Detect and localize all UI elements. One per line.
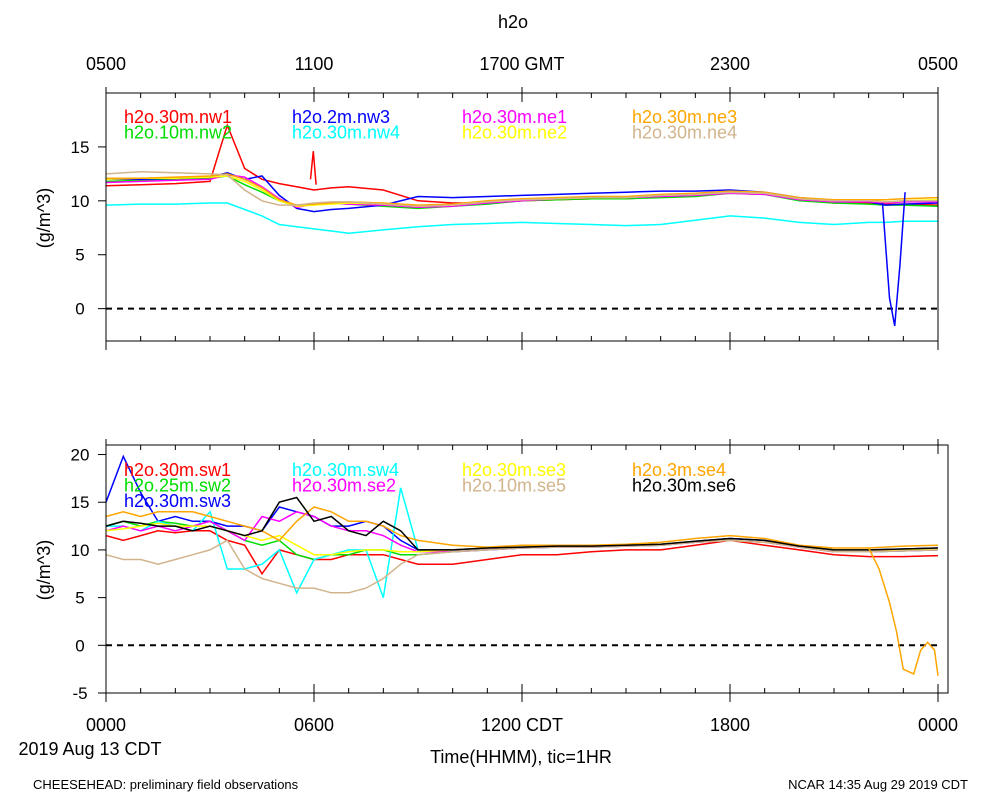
legend-entry: h2o.2m.nw3 <box>292 107 390 127</box>
y-tick-label: 20 <box>71 446 90 465</box>
y-tick-label: 15 <box>71 493 90 512</box>
bottom-panel: (g/m^3) -5 0 5 10 15 20 h2o.30m.sw1h2o.25m.sw… <box>34 439 949 703</box>
plot-frame <box>105 92 939 342</box>
series-lines <box>105 454 939 676</box>
chart-title: h2o <box>498 12 528 32</box>
y-axis-label: (g/m^3) <box>34 188 54 248</box>
footer-left: CHEESEHEAD: preliminary field observatio… <box>33 777 299 792</box>
series-spike <box>881 192 906 327</box>
top-tick-label: 1700 GMT <box>479 54 564 74</box>
y-tick-label: 10 <box>71 541 90 560</box>
legend-entry: h2o.10m.se5 <box>462 476 566 496</box>
x-axis-label: Time(HHMM), tic=1HR <box>430 747 612 767</box>
footer-right: NCAR 14:35 Aug 29 2019 CDT <box>788 777 968 792</box>
legend-entry: h2o.10m.nw2 <box>124 123 232 143</box>
y-axis-ticks: -5 0 5 10 15 20 <box>71 446 106 703</box>
bottom-tick-label: 0000 <box>918 715 958 735</box>
top-tick-label: 1100 <box>295 54 334 74</box>
legend-entry: h2o.3m.se4 <box>632 460 726 480</box>
series-line <box>105 202 938 234</box>
bottom-tick-label: 0000 <box>86 715 126 735</box>
legend-entry: h2o.25m.sw2 <box>124 476 231 496</box>
legend-entry: h2o.30m.ne2 <box>462 123 567 143</box>
bottom-tick-label: 1800 <box>710 715 750 735</box>
y-tick-label: 5 <box>75 246 84 265</box>
series-line <box>105 520 939 561</box>
series-line <box>105 174 938 209</box>
series-spike <box>868 547 939 676</box>
legend-entry: h2o.30m.ne1 <box>462 107 567 127</box>
series-line <box>105 506 939 549</box>
y-tick-label: -5 <box>72 684 87 703</box>
legend-entry: h2o.30m.ne4 <box>632 123 737 143</box>
series-line <box>105 539 939 594</box>
series-line <box>105 530 939 576</box>
y-tick-label: 10 <box>71 192 90 211</box>
x-axis-ticks <box>105 439 939 702</box>
legend-entry: h2o.30m.sw4 <box>292 460 399 480</box>
series-line <box>106 173 939 206</box>
y-axis-label: (g/m^3) <box>34 540 54 600</box>
top-axis-tick-labels: 0500 1100 1700 GMT 2300 0500 <box>86 54 958 74</box>
y-tick-label: 0 <box>75 300 84 319</box>
bottom-axis-tick-labels: 0000 0600 1200 CDT 1800 0000 <box>86 715 958 735</box>
date-label: 2019 Aug 13 CDT <box>18 739 161 759</box>
legend-entry: h2o.30m.ne3 <box>632 107 737 127</box>
y-tick-label: 15 <box>71 138 90 157</box>
series-line <box>105 496 939 551</box>
legend-entry: h2o.30m.sw3 <box>124 491 231 511</box>
series-spike <box>309 151 317 185</box>
series-line <box>105 522 939 556</box>
y-tick-label: 0 <box>75 636 84 655</box>
legend-entry: h2o.30m.nw4 <box>292 123 400 143</box>
bottom-tick-label: 1200 CDT <box>481 715 563 735</box>
top-tick-label: 0500 <box>86 54 126 74</box>
legend-entry: h2o.30m.se3 <box>462 460 566 480</box>
legend-entry: h2o.30m.se2 <box>292 476 396 496</box>
y-tick-label: 5 <box>75 589 84 608</box>
plot-frame <box>105 444 949 694</box>
legend-entry: h2o.30m.nw1 <box>124 107 232 127</box>
series-lines <box>105 123 939 327</box>
legend-entry: h2o.30m.se6 <box>632 476 736 496</box>
bottom-tick-label: 0600 <box>294 715 334 735</box>
legend-entry: h2o.30m.sw1 <box>124 460 231 480</box>
top-tick-label: 2300 <box>710 54 750 74</box>
legend: h2o.30m.nw1h2o.10m.nw2h2o.2m.nw3h2o.30m.… <box>124 107 737 143</box>
series-line <box>105 170 938 207</box>
y-axis-ticks: 0 5 10 15 <box>71 138 106 319</box>
top-tick-label: 0500 <box>918 54 958 74</box>
